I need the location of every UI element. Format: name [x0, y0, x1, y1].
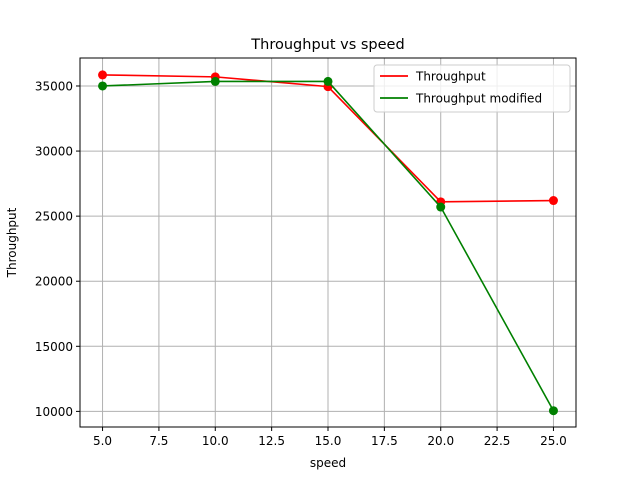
x-tick-label: 20.0 — [427, 434, 454, 448]
data-point — [436, 202, 446, 212]
y-tick-label: 25000 — [35, 210, 73, 224]
y-tick-label: 15000 — [35, 340, 73, 354]
legend-label: Throughput — [415, 70, 486, 84]
y-axis: 10000 15000 20000 25000 30000 35000 — [35, 79, 80, 419]
y-tick-label: 10000 — [35, 405, 73, 419]
series-throughput-modified — [98, 76, 558, 416]
x-tick-label: 5.0 — [93, 434, 112, 448]
y-axis-title: Throughput — [5, 207, 19, 278]
x-tick-label: 15.0 — [315, 434, 342, 448]
x-tick-label: 12.5 — [258, 434, 285, 448]
data-point — [98, 70, 108, 80]
legend: Throughput Throughput modified — [373, 64, 571, 113]
y-tick-label: 30000 — [35, 145, 73, 159]
data-point — [98, 81, 108, 91]
legend-label: Throughput modified — [415, 92, 542, 106]
data-point — [548, 196, 558, 206]
chart-title: Throughput vs speed — [250, 37, 404, 53]
x-tick-label: 22.5 — [484, 434, 511, 448]
series-group — [98, 70, 558, 416]
y-tick-label: 35000 — [35, 79, 73, 93]
x-axis-title: speed — [310, 456, 346, 470]
y-tick-label: 20000 — [35, 275, 73, 289]
data-point — [323, 76, 333, 86]
x-tick-label: 7.5 — [149, 434, 168, 448]
legend-box — [373, 64, 571, 113]
data-point — [210, 76, 220, 86]
x-tick-label: 25.0 — [540, 434, 567, 448]
x-axis: 5.0 7.5 10.0 12.5 15.0 17.5 20.0 22.5 25.0 — [93, 427, 567, 448]
x-tick-label: 17.5 — [371, 434, 398, 448]
data-point — [548, 406, 558, 416]
grid — [80, 58, 576, 427]
x-tick-label: 10.0 — [202, 434, 229, 448]
